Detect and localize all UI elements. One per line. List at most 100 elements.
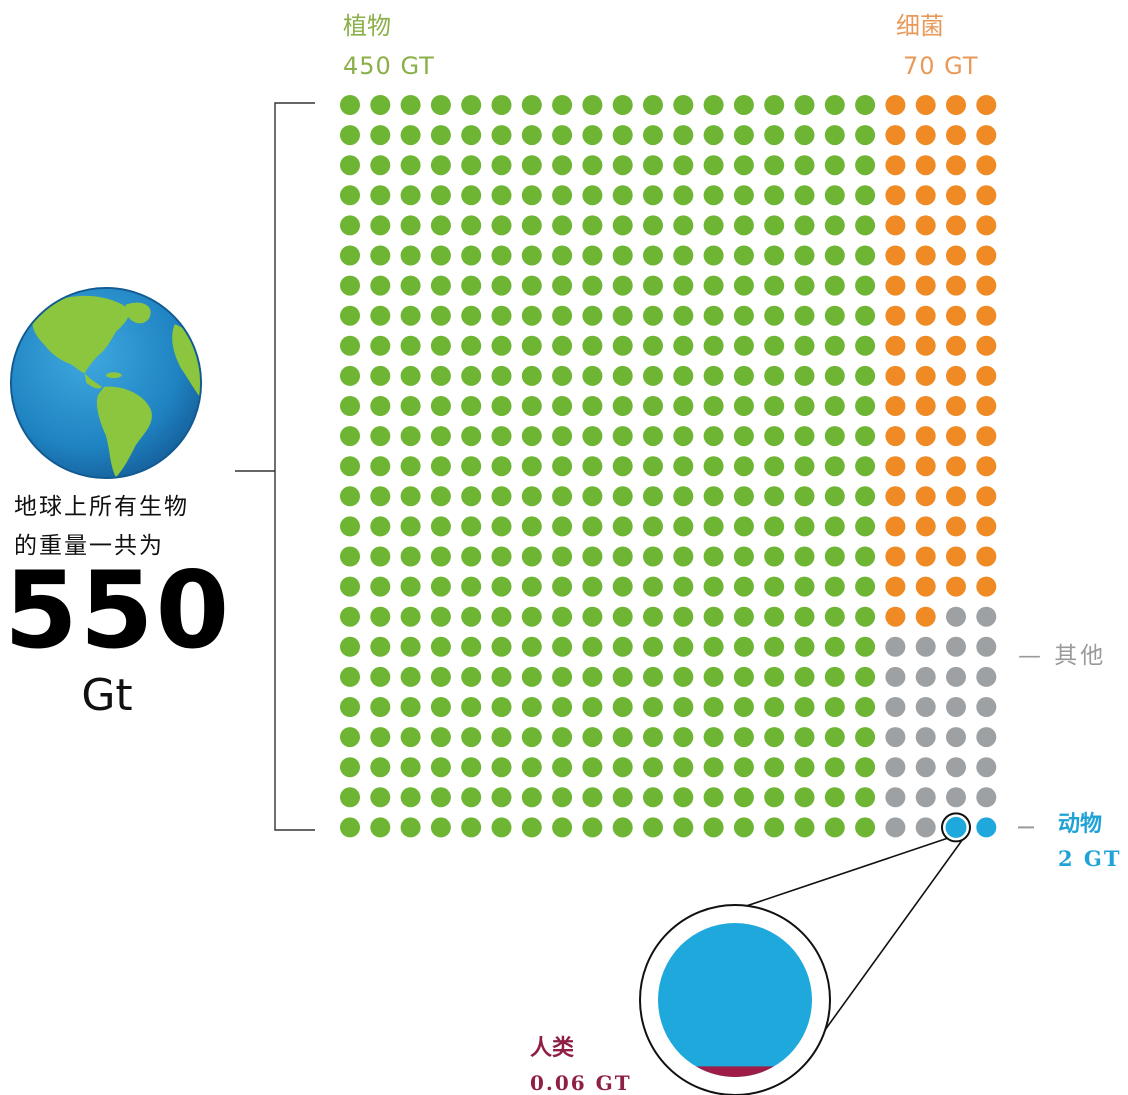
waffle-dot (915, 787, 936, 808)
total-caption-line2: 的重量一共为 (14, 533, 164, 559)
waffle-dot (552, 757, 573, 778)
waffle-dot (824, 817, 845, 838)
waffle-dot (855, 817, 876, 838)
waffle-dot (552, 426, 573, 447)
waffle-dot (521, 697, 542, 717)
waffle-dot (885, 606, 906, 627)
waffle-dot (976, 516, 997, 537)
waffle-dot (552, 576, 573, 597)
waffle-dot (885, 697, 906, 717)
waffle-dot (430, 125, 451, 146)
waffle-dot (976, 666, 997, 687)
waffle-dot (643, 426, 663, 447)
waffle-dot (340, 426, 360, 447)
waffle-dot (915, 546, 936, 567)
waffle-dot (855, 185, 876, 206)
waffle-dot (552, 245, 573, 266)
waffle-dot (340, 666, 360, 687)
waffle-dot (491, 606, 512, 627)
waffle-dot (946, 335, 966, 356)
waffle-dot (582, 125, 603, 146)
waffle-dot (703, 606, 724, 627)
waffle-dot (461, 396, 482, 416)
waffle-dot (370, 305, 391, 326)
waffle-dot (855, 155, 876, 176)
waffle-dot (855, 606, 876, 627)
waffle-dot (612, 305, 633, 326)
waffle-dot (612, 576, 633, 597)
waffle-dot (764, 606, 785, 627)
waffle-dot (885, 215, 906, 236)
waffle-dot (340, 396, 360, 416)
waffle-dot (794, 606, 815, 627)
waffle-dot (915, 155, 936, 176)
waffle-dot (794, 546, 815, 567)
waffle-dot (643, 757, 663, 778)
waffle-dot (521, 95, 542, 115)
waffle-dot (673, 666, 694, 687)
total-biomass-unit: Gt (81, 670, 133, 721)
waffle-dot (491, 365, 512, 386)
waffle-dot (552, 486, 573, 507)
waffle-dot (915, 95, 936, 115)
waffle-dot (612, 666, 633, 687)
waffle-dot (885, 456, 906, 477)
waffle-dot (340, 576, 360, 597)
waffle-dot (582, 817, 603, 838)
waffle-dot (673, 456, 694, 477)
waffle-dot (764, 335, 785, 356)
waffle-dot (552, 546, 573, 567)
waffle-dot (673, 727, 694, 748)
waffle-dot (370, 576, 391, 597)
waffle-dot (885, 486, 906, 507)
waffle-dot (582, 516, 603, 537)
waffle-dot (430, 636, 451, 657)
waffle-dot (703, 275, 724, 296)
waffle-dot (370, 335, 391, 356)
waffle-dot (340, 275, 360, 296)
waffle-dot (703, 576, 724, 597)
waffle-dot (915, 727, 936, 748)
waffle-dot (612, 757, 633, 778)
waffle-dot (491, 245, 512, 266)
waffle-dot (552, 727, 573, 748)
waffle-dot (824, 727, 845, 748)
waffle-dot (824, 305, 845, 326)
waffle-dot (340, 215, 360, 236)
waffle-dot (946, 396, 966, 416)
waffle-dot (703, 125, 724, 146)
waffle-dot (976, 787, 997, 808)
humans-value: 0.06 GT (530, 1071, 632, 1095)
waffle-dot (643, 727, 663, 748)
waffle-dot (370, 275, 391, 296)
waffle-dot (794, 335, 815, 356)
waffle-dot (340, 817, 360, 838)
waffle-dot (794, 817, 815, 838)
waffle-dot (915, 817, 936, 838)
waffle-dot (612, 787, 633, 808)
waffle-dot (915, 456, 936, 477)
waffle-dot (794, 516, 815, 537)
waffle-dot (764, 576, 785, 597)
waffle-dot (794, 365, 815, 386)
waffle-dot (733, 666, 754, 687)
waffle-dot (521, 125, 542, 146)
waffle-dot (552, 95, 573, 115)
waffle-dot (915, 636, 936, 657)
waffle-dot (673, 486, 694, 507)
waffle-dot (703, 757, 724, 778)
waffle-dot (885, 516, 906, 537)
waffle-dot (430, 817, 451, 838)
waffle-dot (915, 516, 936, 537)
waffle-dot (915, 185, 936, 206)
bacteria-value: 70 GT (903, 52, 979, 80)
waffle-dot (461, 636, 482, 657)
waffle-dot (733, 546, 754, 567)
waffle-dot (915, 275, 936, 296)
waffle-dot (885, 426, 906, 447)
waffle-dot (340, 185, 360, 206)
waffle-dot (643, 275, 663, 296)
waffle-dot (824, 787, 845, 808)
waffle-dot (552, 697, 573, 717)
waffle-dot (340, 636, 360, 657)
